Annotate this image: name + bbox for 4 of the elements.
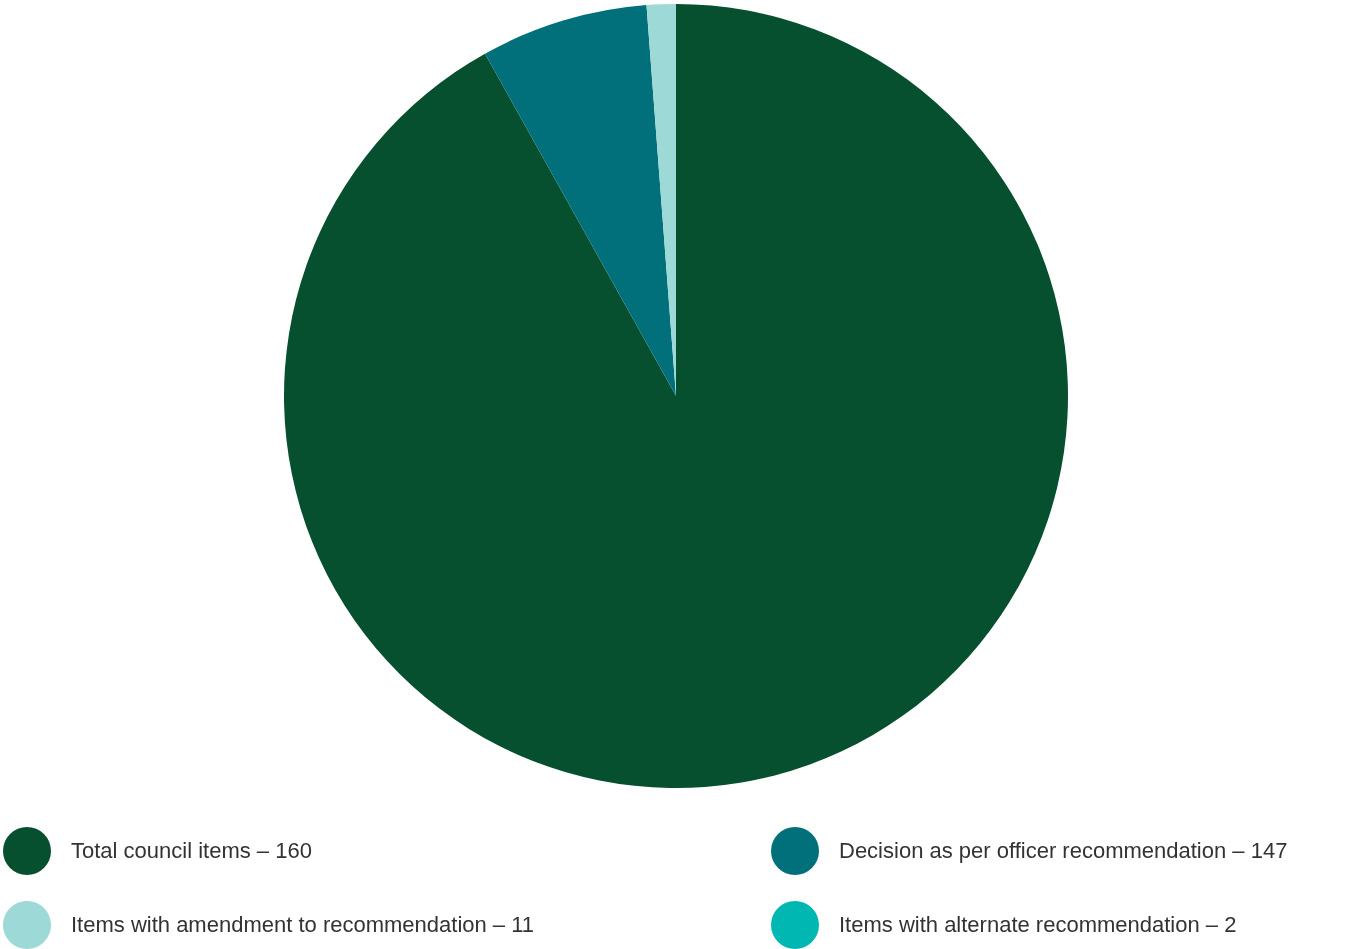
legend-label: Items with amendment to recommendation – 11 xyxy=(71,912,535,938)
legend-label: Decision as per officer recommendation – 147 xyxy=(839,838,1288,864)
legend-label: Items with alternate recommendation – 2 xyxy=(839,912,1237,938)
legend-label: Total council items – 160 xyxy=(71,838,312,864)
